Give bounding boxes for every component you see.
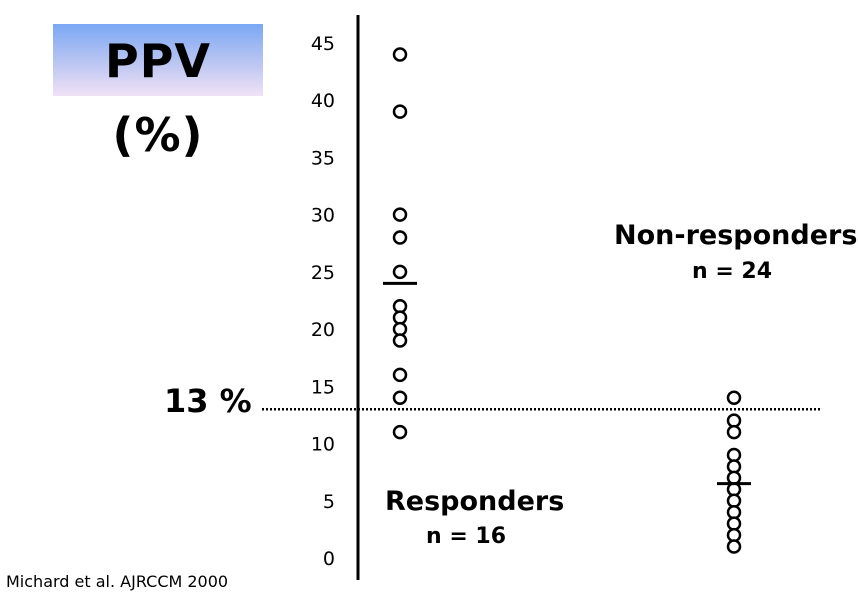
citation: Michard et al. AJRCCM 2000 (6, 572, 229, 591)
data-point (392, 333, 408, 348)
y-tick-label: 5 (323, 491, 335, 513)
median-lines (383, 281, 751, 486)
data-point (726, 390, 742, 406)
y-tick-label: 25 (311, 262, 335, 284)
responders-label: Responders (385, 486, 565, 517)
y-tick-label: 45 (311, 33, 335, 55)
title-box: PPV (%) (53, 24, 263, 162)
data-points (392, 47, 742, 554)
y-tick-label: 10 (311, 434, 335, 456)
non-responders-label: Non-responders (614, 220, 858, 251)
data-point (726, 424, 742, 440)
threshold-label: 13 % (164, 382, 252, 420)
y-tick-label: 15 (311, 376, 335, 398)
y-tick-label: 20 (311, 319, 335, 341)
y-tick-labels: 0 5 10 15 20 25 30 35 40 45 (311, 33, 335, 570)
data-point (726, 539, 742, 554)
data-point (392, 367, 408, 383)
data-point (392, 390, 408, 406)
responders-n: n = 16 (426, 524, 507, 549)
y-tick-label: 35 (311, 147, 335, 169)
data-point (392, 104, 408, 119)
data-point (392, 264, 408, 280)
y-tick-label: 40 (311, 90, 335, 112)
data-point (392, 424, 408, 440)
y-tick-label: 30 (311, 205, 335, 227)
data-point (392, 207, 408, 222)
data-point (392, 230, 408, 245)
y-tick-label: 0 (323, 548, 335, 570)
non-responders-n: n = 24 (692, 259, 773, 284)
data-point (392, 47, 408, 62)
chart-title: PPV (%) (104, 34, 212, 162)
